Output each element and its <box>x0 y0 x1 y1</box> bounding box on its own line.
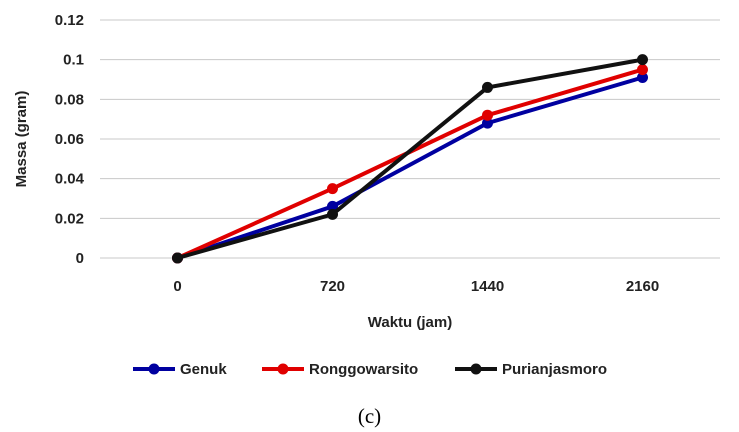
y-tick-label: 0.08 <box>55 91 84 108</box>
legend-label: Ronggowarsito <box>309 361 418 378</box>
series-purianjasmoro <box>172 54 648 264</box>
legend-label: Genuk <box>180 361 227 378</box>
data-point <box>482 109 493 121</box>
y-tick-labels: 0 0.02 0.04 0.06 0.08 0.1 0.12 <box>55 12 85 267</box>
y-tick-label: 0.04 <box>55 171 85 188</box>
data-point <box>482 81 493 93</box>
y-tick-label: 0.1 <box>63 52 84 69</box>
y-tick-label: 0.02 <box>55 210 84 227</box>
legend: Genuk Ronggowarsito Purianjasmoro <box>133 361 607 378</box>
x-tick-labels: 0 720 1440 2160 <box>173 278 659 295</box>
series-line <box>175 57 645 260</box>
gridlines <box>100 19 720 259</box>
data-point <box>482 117 493 129</box>
legend-swatch-marker <box>470 363 482 375</box>
y-axis-label: Massa (gram) <box>13 91 30 188</box>
legend-item-purianjasmoro: Purianjasmoro <box>455 361 607 378</box>
data-point <box>327 200 338 212</box>
y-tick-label: 0.12 <box>55 12 84 29</box>
series-genuk <box>172 72 648 264</box>
x-axis-label: Waktu (jam) <box>368 314 452 331</box>
series-line <box>175 75 645 260</box>
x-tick-label: 720 <box>320 278 345 295</box>
data-point <box>172 252 183 264</box>
data-point <box>637 54 648 66</box>
legend-swatch-marker <box>277 363 289 375</box>
data-point <box>327 208 338 220</box>
legend-swatch-marker <box>148 363 160 375</box>
data-point <box>637 72 648 84</box>
series-lines <box>172 54 648 264</box>
y-tick-label: 0 <box>76 250 84 267</box>
legend-item-ronggowarsito: Ronggowarsito <box>262 361 418 378</box>
x-tick-label: 0 <box>173 278 181 295</box>
line-chart: 0 0.02 0.04 0.06 0.08 0.1 0.12 0 720 1440 2160 Wa… <box>13 12 720 378</box>
data-point <box>637 64 648 76</box>
y-tick-label: 0.06 <box>55 131 84 148</box>
x-tick-label: 1440 <box>471 278 504 295</box>
legend-label: Purianjasmoro <box>502 361 607 378</box>
figure-caption: (c) <box>357 404 382 428</box>
data-point <box>327 183 338 195</box>
x-tick-label: 2160 <box>626 278 659 295</box>
legend-item-genuk: Genuk <box>133 361 227 378</box>
